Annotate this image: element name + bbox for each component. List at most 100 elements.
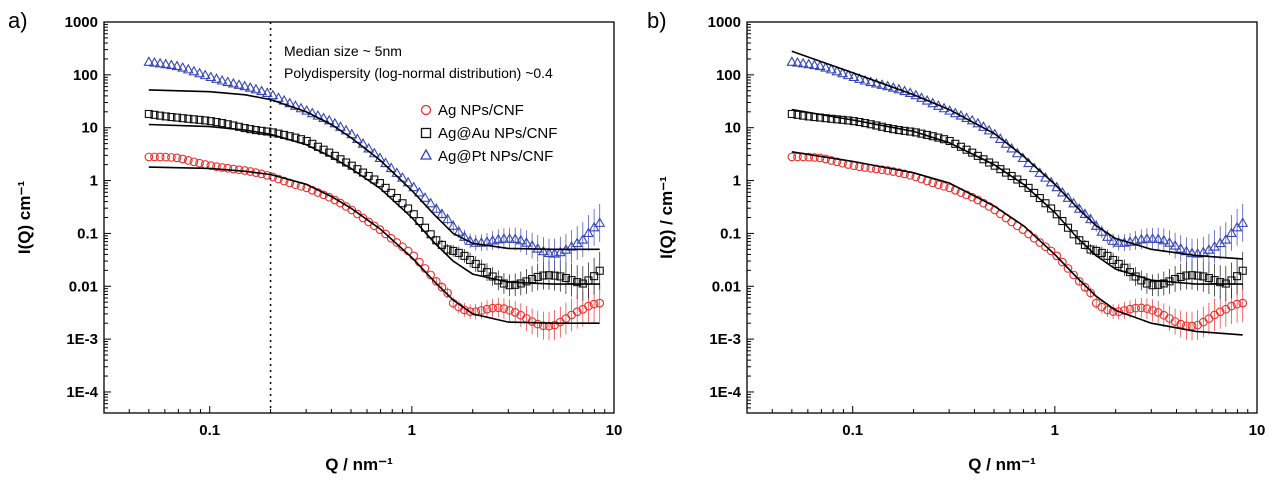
data-point	[459, 231, 470, 241]
data-point	[1170, 317, 1180, 326]
data-point	[792, 56, 803, 67]
data-point	[212, 162, 221, 171]
data-point	[184, 114, 193, 123]
data-point	[1086, 245, 1095, 254]
data-point	[347, 205, 357, 215]
panel-b-label: b)	[647, 8, 667, 33]
data-point	[1199, 272, 1208, 281]
data-point	[172, 113, 182, 122]
data-point	[1080, 282, 1090, 292]
x-tick-label: 1	[408, 422, 416, 439]
data-point	[257, 126, 266, 135]
data-point	[205, 71, 217, 82]
data-point	[1141, 233, 1153, 243]
data-point	[894, 168, 904, 177]
data-point	[263, 127, 272, 136]
data-point	[527, 317, 537, 326]
data-point	[201, 116, 210, 125]
data-point	[167, 113, 176, 122]
data-point	[550, 271, 559, 280]
data-point	[848, 71, 860, 82]
fit-line	[148, 89, 600, 251]
data-point	[1214, 237, 1226, 248]
data-point	[561, 273, 570, 283]
data-point	[556, 272, 565, 281]
x-tick-label: 10	[606, 422, 623, 439]
data-point	[301, 104, 313, 115]
y-tick-label: 1	[90, 173, 98, 190]
data-point	[398, 199, 407, 208]
data-point	[431, 276, 441, 286]
data-point	[1075, 236, 1084, 245]
data-point	[178, 114, 187, 123]
data-point	[511, 280, 520, 289]
data-point	[537, 245, 549, 256]
data-point	[358, 213, 368, 223]
data-point	[144, 152, 154, 162]
data-point	[589, 299, 599, 309]
data-point	[1034, 167, 1046, 177]
data-point	[577, 233, 589, 244]
data-point	[398, 242, 407, 252]
y-tick-label: 0.01	[69, 278, 98, 295]
data-point	[572, 307, 582, 317]
data-point	[144, 109, 153, 119]
data-point	[934, 180, 943, 190]
data-point	[787, 109, 796, 119]
data-point	[471, 307, 481, 317]
data-point	[1227, 301, 1236, 311]
y-tick-label: 1E-3	[66, 331, 98, 348]
data-point	[831, 65, 843, 76]
data-point	[583, 227, 594, 238]
data-point	[419, 192, 431, 202]
data-point	[182, 63, 194, 74]
data-point	[808, 59, 820, 70]
data-point	[939, 181, 949, 191]
data-point	[240, 124, 249, 133]
data-point	[1226, 227, 1237, 238]
data-point	[477, 306, 486, 315]
y-tick-label: 0.1	[77, 225, 98, 242]
data-point	[409, 210, 418, 219]
data-point	[425, 197, 437, 208]
x-tick-label: 10	[1249, 422, 1266, 439]
data-point	[1237, 217, 1249, 227]
data-point	[437, 282, 447, 292]
data-point	[470, 237, 482, 247]
panel-a-label: a)	[8, 8, 28, 33]
data-point	[1215, 307, 1225, 317]
data-point	[797, 57, 809, 68]
data-point	[194, 67, 206, 78]
data-point	[827, 114, 836, 123]
data-point	[803, 58, 815, 69]
x-tick-label: 1	[1051, 422, 1059, 439]
data-point	[505, 305, 514, 315]
data-point	[1046, 246, 1056, 256]
fit-line	[148, 166, 600, 324]
data-point	[1233, 272, 1242, 281]
data-point	[804, 152, 814, 162]
data-point	[1000, 138, 1012, 148]
fit-line	[791, 151, 1243, 336]
data-point	[499, 304, 509, 313]
data-point	[381, 229, 390, 239]
data-point	[156, 111, 165, 120]
data-point	[437, 240, 446, 249]
data-point	[244, 82, 256, 92]
annotation-polydispersity: Polydispersity (log-normal distribution)…	[284, 65, 553, 81]
fit-line	[791, 108, 1243, 285]
data-point	[832, 115, 841, 124]
data-point	[1030, 188, 1039, 197]
legend-label-ag-pt: Ag@Pt NPs/CNF	[438, 148, 553, 165]
data-point	[375, 225, 385, 234]
y-tick-label: 1000	[708, 14, 741, 31]
data-point	[289, 100, 301, 110]
data-point	[1142, 279, 1151, 288]
data-point	[482, 304, 492, 314]
legend-item-ag: Ag NPs/CNF	[420, 102, 524, 119]
data-point	[267, 89, 279, 100]
y-tick-label: 1000	[65, 14, 98, 31]
annotation-median-size: Median size ~ 5nm	[284, 43, 402, 59]
fit-line	[148, 123, 600, 285]
data-point	[246, 125, 255, 134]
